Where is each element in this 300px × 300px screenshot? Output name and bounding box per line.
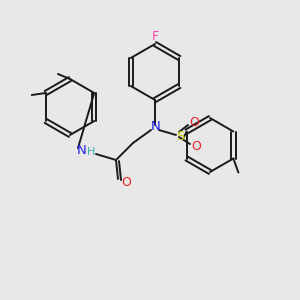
Text: O: O — [121, 176, 131, 188]
Text: S: S — [176, 130, 184, 142]
Text: O: O — [191, 140, 201, 154]
Text: N: N — [77, 143, 87, 157]
Text: F: F — [152, 31, 159, 44]
Text: H: H — [87, 147, 95, 157]
Text: N: N — [151, 119, 161, 133]
Text: O: O — [189, 116, 199, 128]
